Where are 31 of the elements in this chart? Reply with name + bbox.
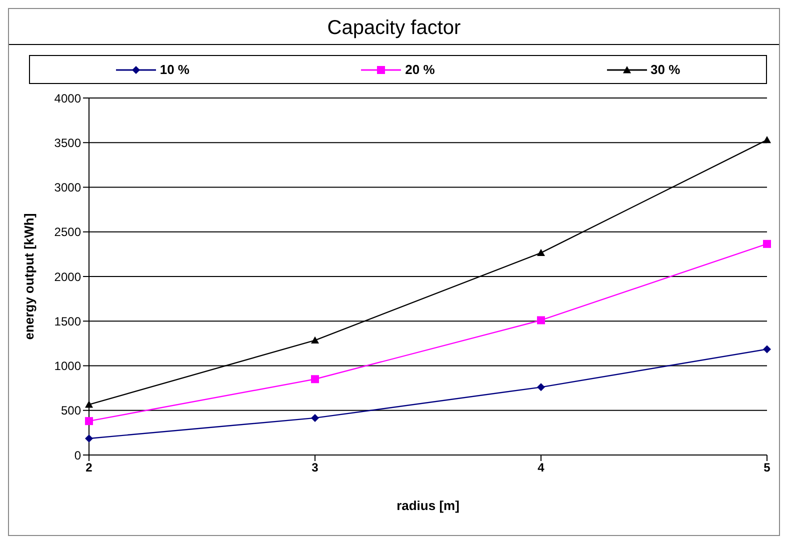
y-tick-label: 2500 [54, 225, 82, 240]
y-tick-label: 1500 [54, 314, 82, 328]
y-tick-label: 3000 [54, 180, 82, 195]
point [85, 417, 93, 426]
x-axis-title: radius [m] [396, 498, 460, 513]
y-axis-title: energy output [kWh] [22, 213, 37, 340]
y-tick-label: 500 [60, 404, 82, 418]
point [311, 336, 319, 344]
point [537, 248, 545, 256]
point [311, 375, 319, 384]
x-tick-label: 2 [86, 460, 93, 475]
point [763, 240, 771, 248]
y-tick-label: 2000 [54, 270, 82, 284]
legend-label: 20 % [404, 62, 435, 77]
point [537, 383, 545, 392]
y-tick-label: 4000 [54, 91, 82, 106]
point [85, 400, 93, 408]
y-tick-label: 0 [74, 448, 82, 462]
legend-label: 30 % [650, 62, 680, 77]
point [763, 345, 771, 354]
point [763, 136, 771, 144]
point [537, 316, 545, 324]
x-tick-label: 3 [312, 460, 319, 475]
x-tick-label: 5 [764, 460, 771, 475]
point [85, 434, 93, 442]
y-tick-label: 3500 [54, 136, 82, 150]
point [311, 414, 319, 422]
x-tick-label: 4 [538, 460, 545, 475]
y-tick-label: 1000 [54, 359, 82, 374]
legend-label: 10 % [158, 62, 190, 77]
chart-title: Capacity factor [9, 9, 779, 45]
